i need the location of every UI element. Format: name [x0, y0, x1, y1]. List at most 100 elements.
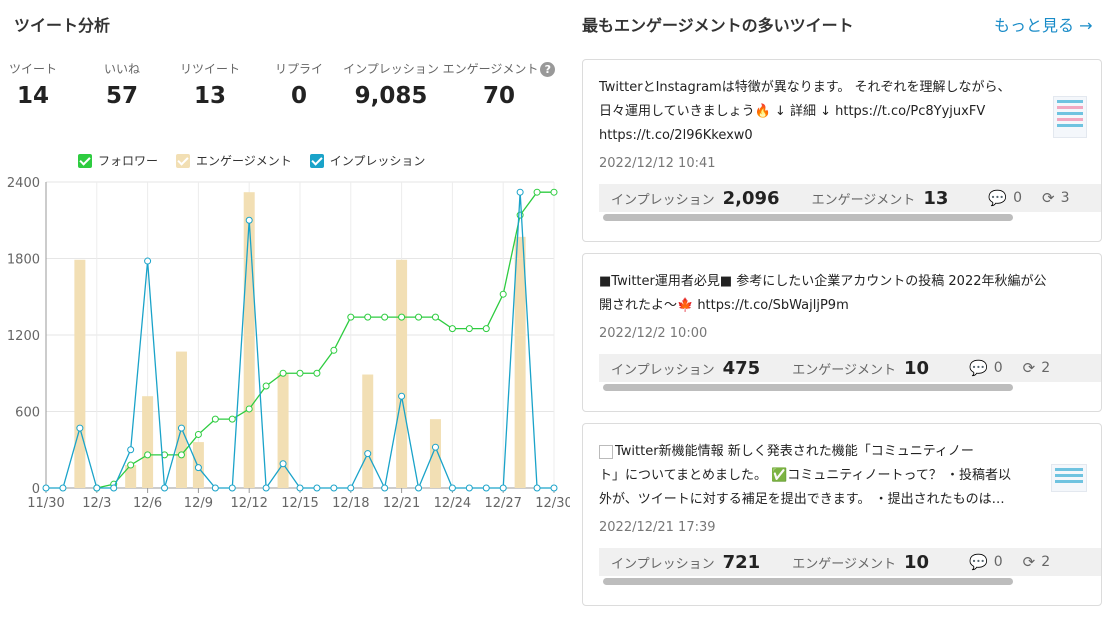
point-impressions [76, 424, 84, 432]
bar-engagement [277, 373, 289, 488]
point-followers [262, 382, 270, 390]
reply-count: 0 [1013, 190, 1022, 206]
x-tick-label: 11/30 [27, 496, 64, 511]
impressions-value: 721 [722, 551, 761, 573]
point-followers [415, 313, 423, 321]
tweet-line: ト」についてまとめました。 ✅コミュニティノートって？ ・投稿者以 [599, 468, 1011, 483]
point-impressions [550, 484, 558, 492]
stat-value: 70 [482, 83, 515, 109]
analytics-chart: 2400 1800 1200 600 011/30 12/3 12/6 12/9 12/12 12… [7, 176, 570, 511]
point-followers [482, 325, 490, 333]
point-impressions [347, 484, 355, 492]
legend-label: フォロワー [98, 154, 159, 168]
stat-engagement: エンゲージメント? 70 [440, 60, 558, 109]
reply-count: 0 [993, 554, 1003, 570]
point-impressions [194, 464, 202, 472]
bar-engagement [429, 419, 441, 488]
checkbox-icon[interactable] [176, 153, 191, 168]
engagement-value: 10 [903, 551, 930, 573]
checkbox-icon[interactable] [309, 153, 324, 168]
retweet-icon: ⟳ [1041, 189, 1055, 207]
bar-engagement [514, 236, 526, 488]
checkbox-icon[interactable] [78, 153, 92, 168]
stat-value: 0 [290, 83, 307, 109]
tweet-text: TwitterとInstagramは特徴が異なります。 それぞれを理解しながら、… [599, 76, 1039, 148]
point-impressions [245, 216, 253, 224]
point-impressions [499, 484, 507, 492]
reply-icon: 💬 [969, 359, 988, 377]
point-impressions [211, 484, 219, 492]
tweet-line: Twitter新機能情報 新しく発表された機能「コミュニティノー [599, 440, 1039, 464]
y-tick-label: 0 [32, 482, 40, 497]
x-tick-label: 12/3 [82, 496, 111, 511]
point-followers [279, 369, 287, 377]
bar-engagement [74, 259, 86, 488]
x-tick-label: 12/21 [383, 496, 420, 511]
point-impressions [465, 484, 473, 492]
bar-engagement [243, 192, 255, 488]
x-tick-label: 12/30 [535, 496, 570, 511]
engagement-label: エンゲージメント [792, 362, 896, 378]
legend-label: エンゲージメント [196, 154, 292, 168]
point-impressions [262, 484, 270, 492]
reply-icon: 💬 [988, 189, 1008, 207]
point-followers [245, 405, 253, 413]
impressions-label: インプレッション [611, 556, 715, 572]
point-impressions [161, 484, 169, 492]
x-tick-label: 12/6 [133, 496, 162, 511]
stat-label: リプライ [274, 62, 323, 76]
point-impressions [228, 484, 236, 492]
point-followers [177, 451, 185, 459]
tweet-card[interactable]: Twitter新機能情報 新しく発表された機能「コミュニティノー ト」についてま… [582, 423, 1102, 606]
stat-tweets: ツイート 14 [4, 60, 62, 109]
horizontal-scrollbar[interactable] [603, 578, 1013, 585]
legend-impressions[interactable]: インプレッション [309, 152, 425, 169]
point-followers [431, 313, 439, 321]
tweet-card[interactable]: TwitterとInstagramは特徴が異なります。 それぞれを理解しながら、… [582, 59, 1102, 242]
engagement-value: 13 [923, 187, 949, 209]
stat-value: 9,085 [354, 83, 428, 109]
point-impressions [415, 484, 423, 492]
bar-engagement [125, 465, 137, 488]
point-impressions [398, 392, 406, 400]
reply-count: 0 [993, 360, 1003, 376]
stat-impressions: インプレッション 9,085 [342, 60, 440, 109]
stat-label: インプレッション [343, 62, 439, 76]
arrow-right-icon: → [1079, 16, 1093, 35]
point-impressions [448, 484, 456, 492]
x-tick-label: 12/12 [230, 496, 267, 511]
stat-value: 57 [105, 83, 138, 109]
legend-engagement[interactable]: エンゲージメント [176, 152, 292, 169]
chart-legend: フォロワー エンゲージメント インプレッション [78, 152, 425, 169]
point-followers [533, 188, 541, 196]
tweet-line: 外が、ツイートに対する補足を提出できます。 ・提出されたものは… [599, 492, 1005, 507]
point-impressions [364, 450, 372, 458]
tweet-metrics: インプレッション 2,096 エンゲージメント 13 💬 0 ⟳ 3 [599, 184, 1101, 212]
legend-followers[interactable]: フォロワー [78, 152, 158, 169]
point-impressions [144, 257, 152, 265]
x-tick-label: 12/15 [281, 496, 318, 511]
help-icon[interactable]: ? [540, 62, 556, 77]
horizontal-scrollbar[interactable] [603, 214, 1013, 221]
top-tweets-title: 最もエンゲージメントの多いツイート [582, 16, 854, 35]
see-more-link[interactable]: もっと見る → [994, 12, 1093, 36]
stat-label: いいね [103, 62, 140, 76]
point-impressions [177, 424, 185, 432]
line-followers [96, 191, 554, 489]
stat-retweets: リツイート 13 [172, 60, 248, 109]
tweet-card[interactable]: ■Twitter運用者必見■ 参考にしたい企業アカウントの投稿 2022年秋編が… [582, 253, 1102, 412]
y-tick-label: 600 [15, 406, 40, 421]
y-tick-label: 1200 [7, 329, 40, 344]
tweet-line: 日々運用していきましょう🔥 ↓ 詳細 ↓ https://t.co/Pc8Yyj… [599, 104, 986, 119]
point-followers [364, 313, 372, 321]
stat-replies: リプライ 0 [268, 60, 330, 109]
bar-engagement [396, 259, 408, 488]
point-followers [499, 290, 507, 298]
retweet-count: 3 [1060, 190, 1070, 206]
tweet-text: Twitter新機能情報 新しく発表された機能「コミュニティノー ト」についてま… [599, 440, 1039, 512]
point-followers [194, 430, 202, 438]
impressions-label: インプレッション [611, 192, 715, 208]
tweet-line: TwitterとInstagramは特徴が異なります。 それぞれを理解しながら、 [599, 80, 1011, 95]
stat-value: 14 [16, 83, 49, 109]
horizontal-scrollbar[interactable] [603, 384, 1013, 391]
